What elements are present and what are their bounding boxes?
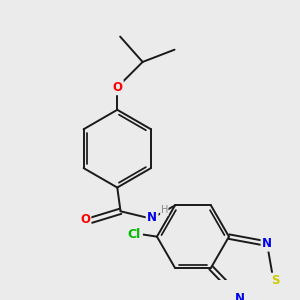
Text: O: O	[80, 213, 90, 226]
Text: N: N	[262, 237, 272, 250]
Text: S: S	[271, 274, 280, 287]
Text: Cl: Cl	[128, 228, 141, 241]
Text: N: N	[147, 211, 157, 224]
Text: N: N	[235, 292, 245, 300]
Text: H: H	[160, 206, 168, 215]
Text: O: O	[112, 81, 122, 94]
